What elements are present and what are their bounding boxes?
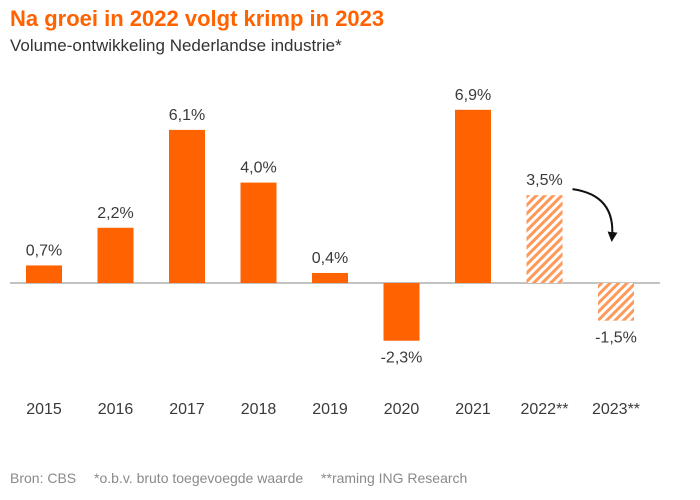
x-tick-label: 2017 <box>169 401 205 418</box>
data-label-2015: 0,7% <box>26 242 62 259</box>
footnote-1: *o.b.v. bruto toegevoegde waarde <box>94 470 304 486</box>
trend-arrow-icon <box>572 188 618 242</box>
x-tick-label: 2020 <box>384 401 420 418</box>
chart-subtitle: Volume-ontwikkeling Nederlandse industri… <box>10 36 342 55</box>
x-tick-label: 2018 <box>241 401 277 418</box>
x-tick-label: 2023** <box>592 401 640 418</box>
x-tick-label: 2021 <box>455 401 491 418</box>
chart-title: Na groei in 2022 volgt krimp in 2023 <box>10 6 385 31</box>
bar-chart: 0,7% 2,2% 6,1% 4,0% 0,4% -2,3% 6,9% 3,5% -1,5% 2… <box>10 87 660 418</box>
bar-2023 <box>598 283 634 321</box>
bar-2018 <box>240 182 277 283</box>
x-tick-label: 2015 <box>26 401 62 418</box>
source-note: Bron: CBS <box>10 470 77 486</box>
footnote-2: **raming ING Research <box>321 470 468 486</box>
bar-2017 <box>169 129 205 283</box>
x-tick-label: 2016 <box>98 401 134 418</box>
bar-2020 <box>383 283 420 341</box>
x-tick-label: 2019 <box>312 401 348 418</box>
bar-2016 <box>97 227 134 283</box>
data-label-2021: 6,9% <box>455 87 491 104</box>
bar-2019 <box>312 272 348 283</box>
data-label-2022: 3,5% <box>526 172 562 189</box>
data-label-2016: 2,2% <box>97 205 133 222</box>
bar-2022 <box>526 195 563 283</box>
bar-2021 <box>455 109 491 283</box>
data-label-2018: 4,0% <box>240 160 276 177</box>
data-label-2019: 0,4% <box>312 250 348 267</box>
bar-2015 <box>26 265 62 283</box>
data-label-2023: -1,5% <box>595 330 637 347</box>
chart-footer: Bron: CBS *o.b.v. bruto toegevoegde waar… <box>10 470 481 486</box>
data-label-2020: -2,3% <box>381 350 423 367</box>
x-tick-label: 2022** <box>520 401 568 418</box>
data-label-2017: 6,1% <box>169 107 205 124</box>
